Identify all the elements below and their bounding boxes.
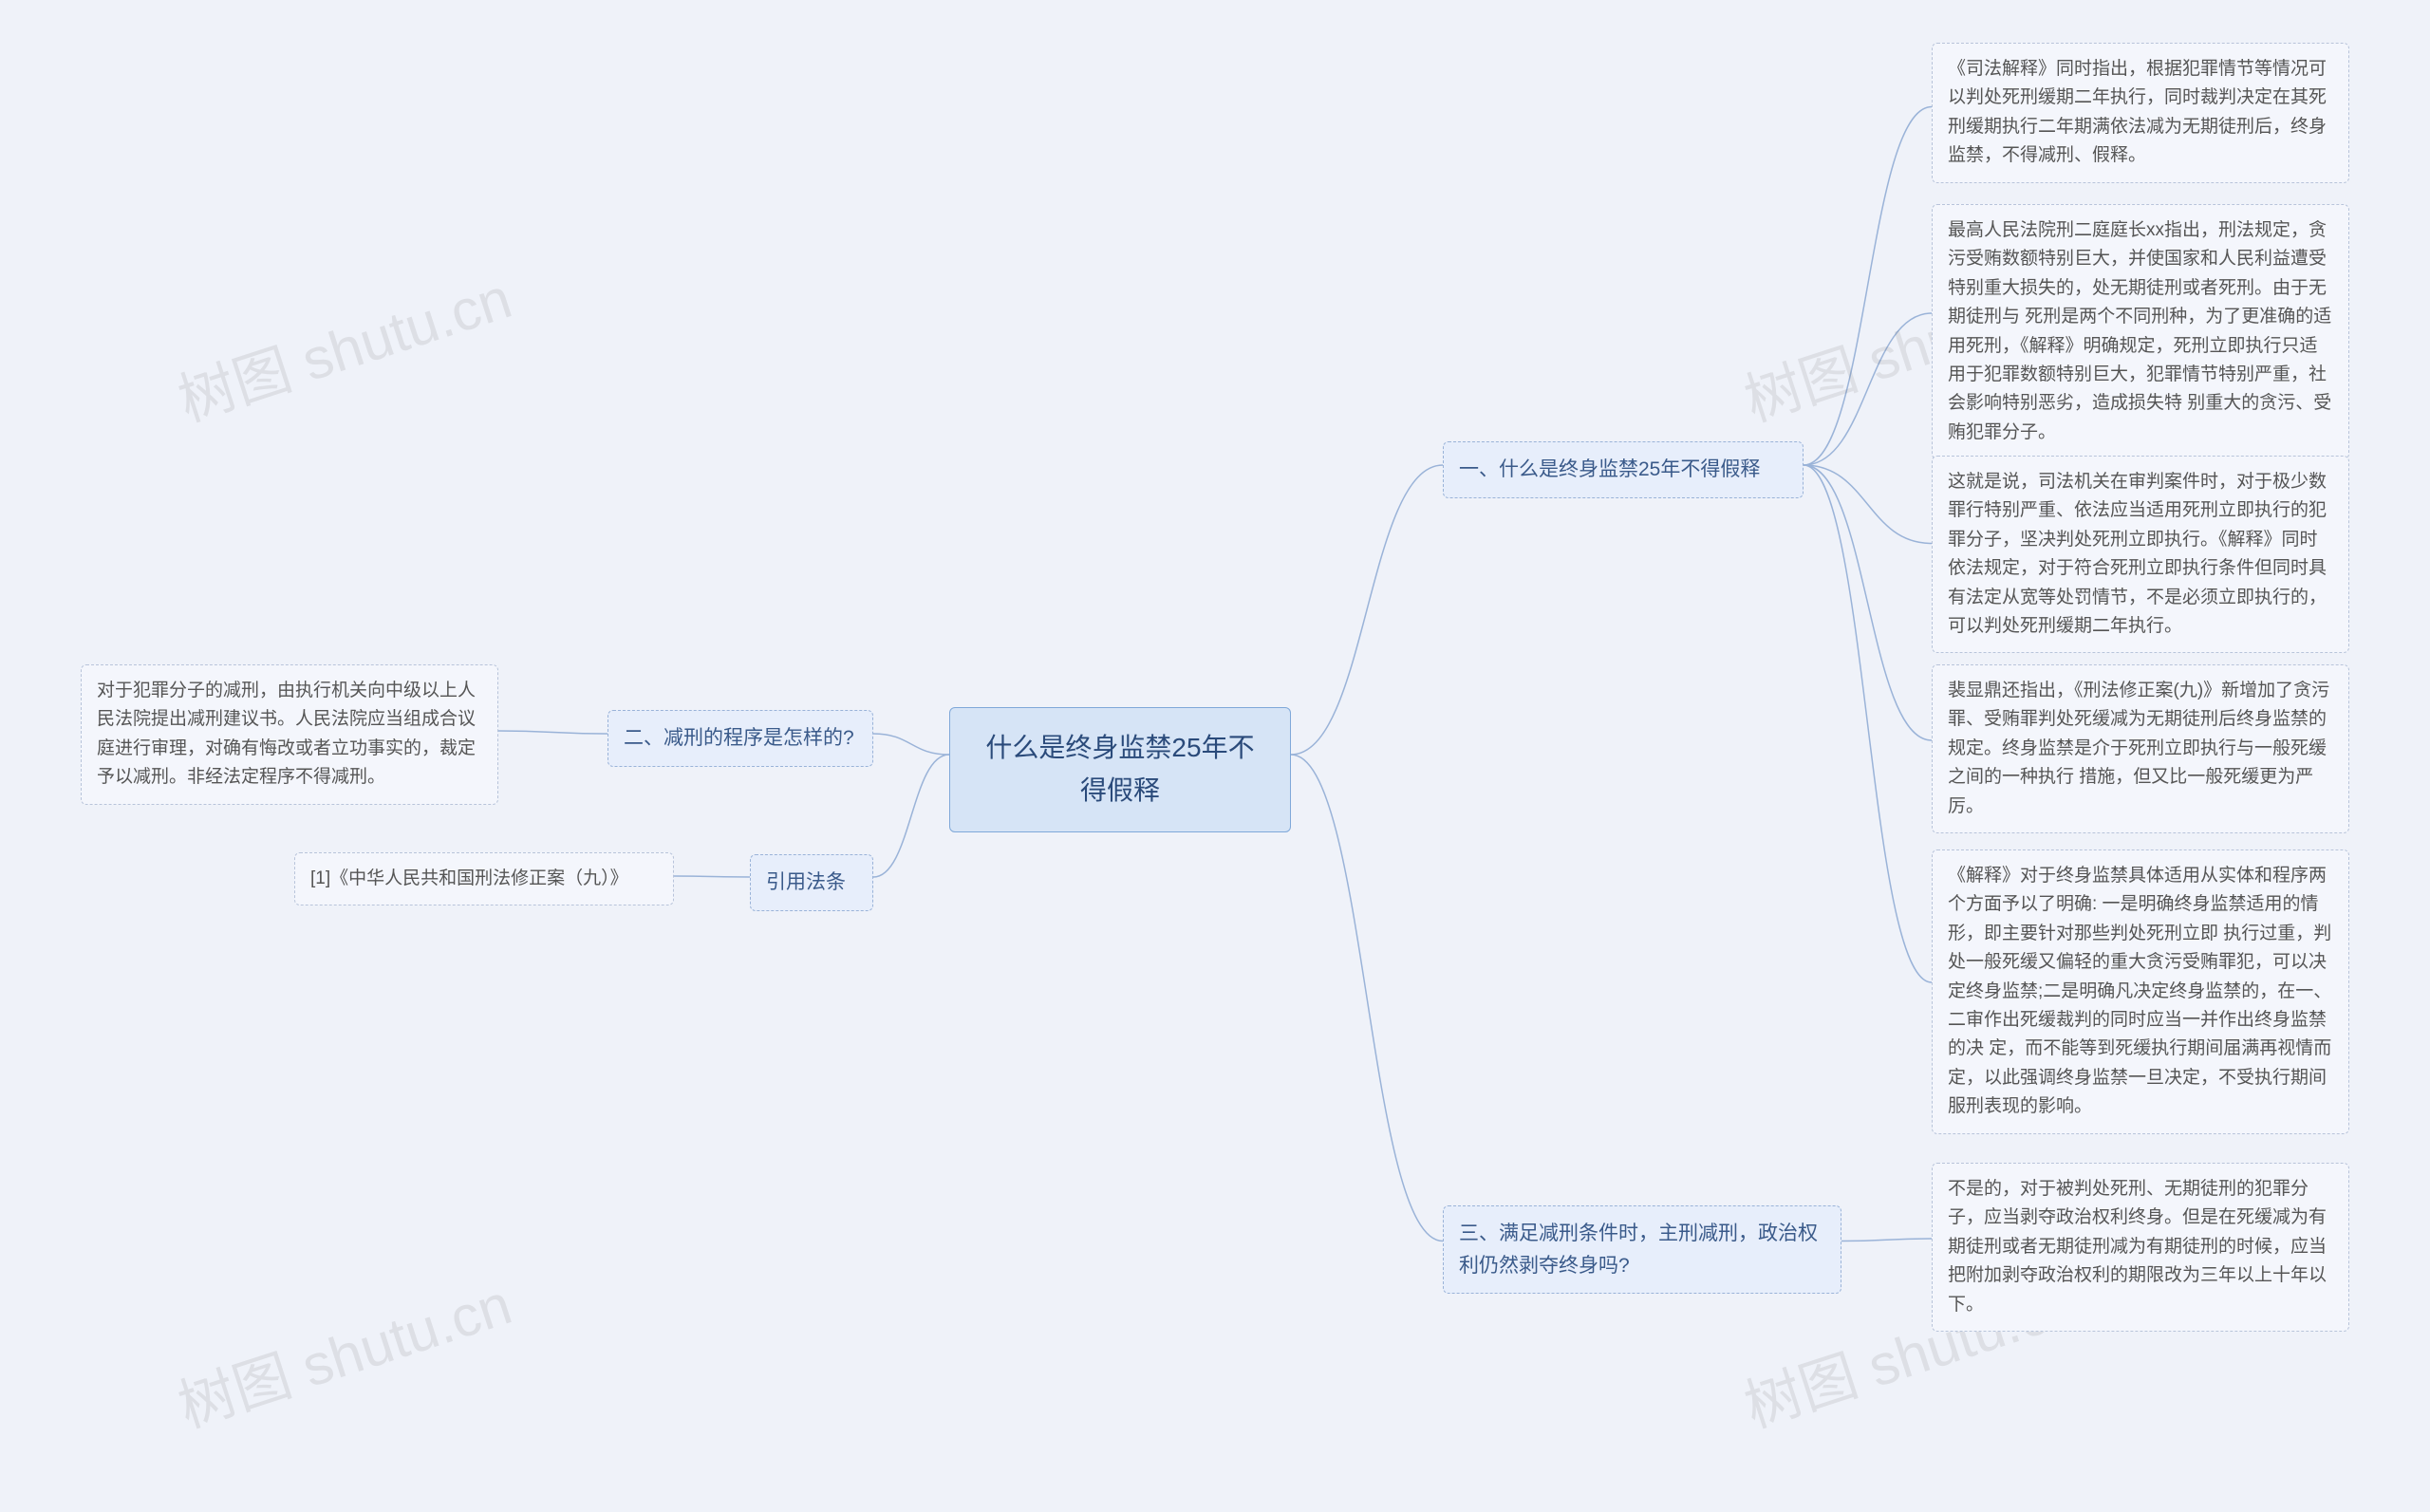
leaf-b1l4: 裴显鼎还指出，《刑法修正案(九)》新增加了贪污罪、受贿罪判处死缓减为无期徒刑后终… — [1932, 664, 2349, 833]
leaf-b1l2: 最高人民法院刑二庭庭长xx指出，刑法规定，贪污受贿数额特别巨大，并使国家和人民利… — [1932, 204, 2349, 459]
branch-4: 引用法条 — [750, 854, 873, 911]
watermark: 树图 shutu.cn — [166, 1259, 520, 1444]
leaf-b1l5: 《解释》对于终身监禁具体适用从实体和程序两个方面予以了明确: 一是明确终身监禁适… — [1932, 849, 2349, 1134]
leaf-b4l1: [1]《中华人民共和国刑法修正案（九）》 — [294, 852, 674, 905]
branch-2: 二、减刑的程序是怎样的? — [608, 710, 873, 767]
mindmap-root: 什么是终身监禁25年不得假释 — [949, 707, 1291, 832]
branch-1: 一、什么是终身监禁25年不得假释 — [1443, 441, 1804, 498]
branch-3: 三、满足减刑条件时，主刑减刑，政治权利仍然剥夺终身吗? — [1443, 1205, 1841, 1294]
leaf-b1l3: 这就是说，司法机关在审判案件时，对于极少数罪行特别严重、依法应当适用死刑立即执行… — [1932, 456, 2349, 653]
leaf-b3l1: 不是的，对于被判处死刑、无期徒刑的犯罪分子，应当剥夺政治权利终身。但是在死缓减为… — [1932, 1163, 2349, 1332]
leaf-b2l1: 对于犯罪分子的减刑，由执行机关向中级以上人民法院提出减刑建议书。人民法院应当组成… — [81, 664, 498, 805]
leaf-b1l1: 《司法解释》同时指出，根据犯罪情节等情况可以判处死刑缓期二年执行，同时裁判决定在… — [1932, 43, 2349, 183]
watermark: 树图 shutu.cn — [166, 252, 520, 438]
